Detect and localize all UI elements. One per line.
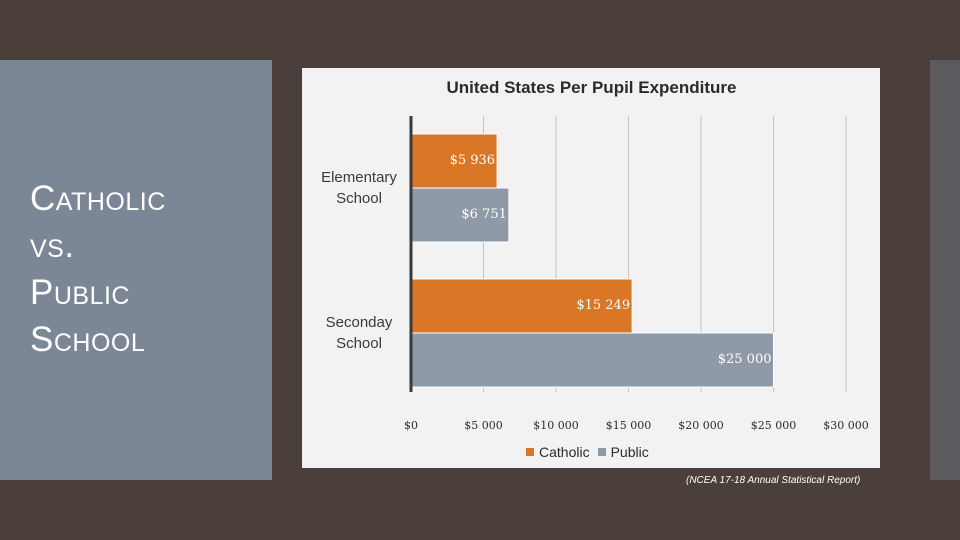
data-label: $6 751 xyxy=(461,207,507,222)
legend-item-public: Public xyxy=(597,444,649,460)
category-label: Elementary School xyxy=(321,169,397,207)
bar-public-0 xyxy=(410,187,510,243)
data-label: $15 249 xyxy=(576,298,631,313)
slide-title-line: Public xyxy=(30,273,130,312)
chart-legend: Catholic Public xyxy=(526,444,657,460)
legend-label: Public xyxy=(610,444,649,460)
x-tick-label: $25 000 xyxy=(750,419,797,432)
x-tick-label: $10 000 xyxy=(533,419,579,432)
citation: (NCEA 17-18 Annual Statistical Report) xyxy=(686,475,861,486)
x-tick-label: $15 000 xyxy=(605,419,652,432)
x-tick-label: $5 000 xyxy=(464,419,503,432)
chart-card xyxy=(302,68,880,468)
right-edge-panel xyxy=(930,60,960,480)
legend-label: Catholic xyxy=(539,444,590,460)
slide-title-line: Catholic xyxy=(30,179,166,218)
legend-item-catholic: Catholic xyxy=(526,444,590,460)
data-label: $5 936 xyxy=(449,153,496,168)
legend-swatch-public xyxy=(597,448,606,456)
legend-swatch-catholic xyxy=(526,448,534,456)
x-tick-label: $0 xyxy=(404,419,418,432)
data-label: $25 000 xyxy=(717,352,772,367)
title-panel xyxy=(0,60,272,480)
slide-title-line: vs. xyxy=(30,226,75,265)
x-tick-label: $20 000 xyxy=(678,419,724,432)
category-label: Seconday School xyxy=(325,314,393,352)
x-tick-label: $30 000 xyxy=(823,419,869,432)
bar-catholic-1 xyxy=(410,278,633,334)
slide-title-line: School xyxy=(30,320,146,359)
slide-title: Catholic vs. Public School xyxy=(30,175,270,363)
bar-catholic-0 xyxy=(410,133,498,189)
